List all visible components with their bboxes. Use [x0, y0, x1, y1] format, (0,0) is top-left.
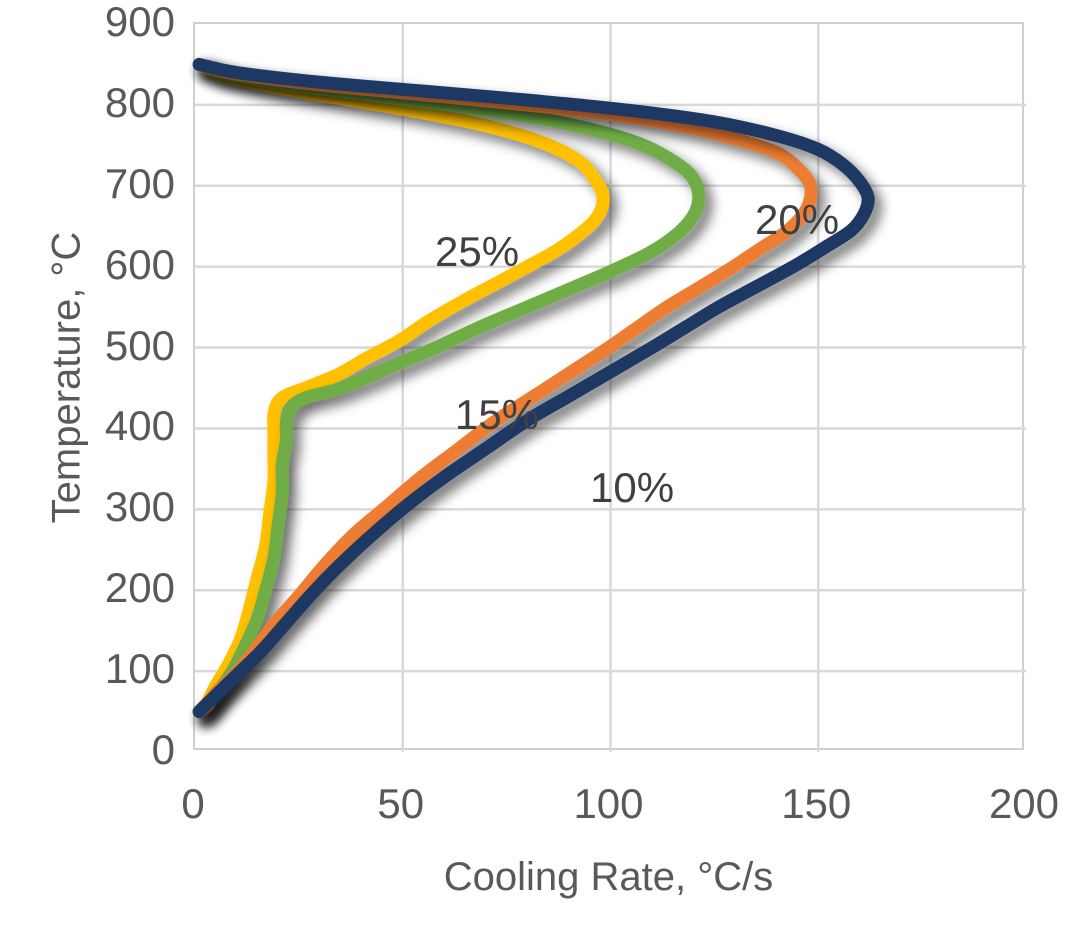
y-tick-label: 800	[104, 78, 175, 126]
plot-svg	[192, 24, 1026, 752]
y-tick-label: 600	[104, 240, 175, 288]
series-curve-25pct	[192, 57, 610, 719]
y-tick-label: 100	[104, 645, 175, 693]
plot-area: 20% 25% 15% 10%	[192, 22, 1026, 752]
y-axis-tick-labels: 900 800 700 600 500 400 300 200 100 0	[15, 0, 175, 940]
series-curves	[192, 57, 875, 719]
series-label-10: 10%	[590, 464, 675, 511]
y-tick-label: 300	[104, 483, 175, 531]
series-label-15: 15%	[455, 391, 540, 438]
x-tick-label: 150	[781, 780, 852, 827]
y-tick-label: 200	[104, 564, 175, 612]
series-label-25: 25%	[435, 228, 520, 275]
series-label-20: 20%	[755, 196, 840, 243]
x-tick-label: 200	[988, 780, 1060, 827]
series-curve-10pct	[192, 57, 875, 719]
y-tick-label: 900	[104, 0, 175, 45]
x-tick-label: 50	[377, 780, 425, 827]
x-tick-label: 100	[573, 780, 644, 827]
y-tick-label: 400	[104, 402, 175, 450]
x-tick-label: 0	[181, 780, 205, 827]
y-tick-label: 700	[104, 159, 175, 207]
y-tick-label: 0	[151, 726, 175, 773]
x-axis-title: Cooling Rate, °C/s	[443, 855, 774, 899]
series-curve-20pct	[192, 57, 706, 719]
y-tick-label: 500	[104, 321, 175, 369]
